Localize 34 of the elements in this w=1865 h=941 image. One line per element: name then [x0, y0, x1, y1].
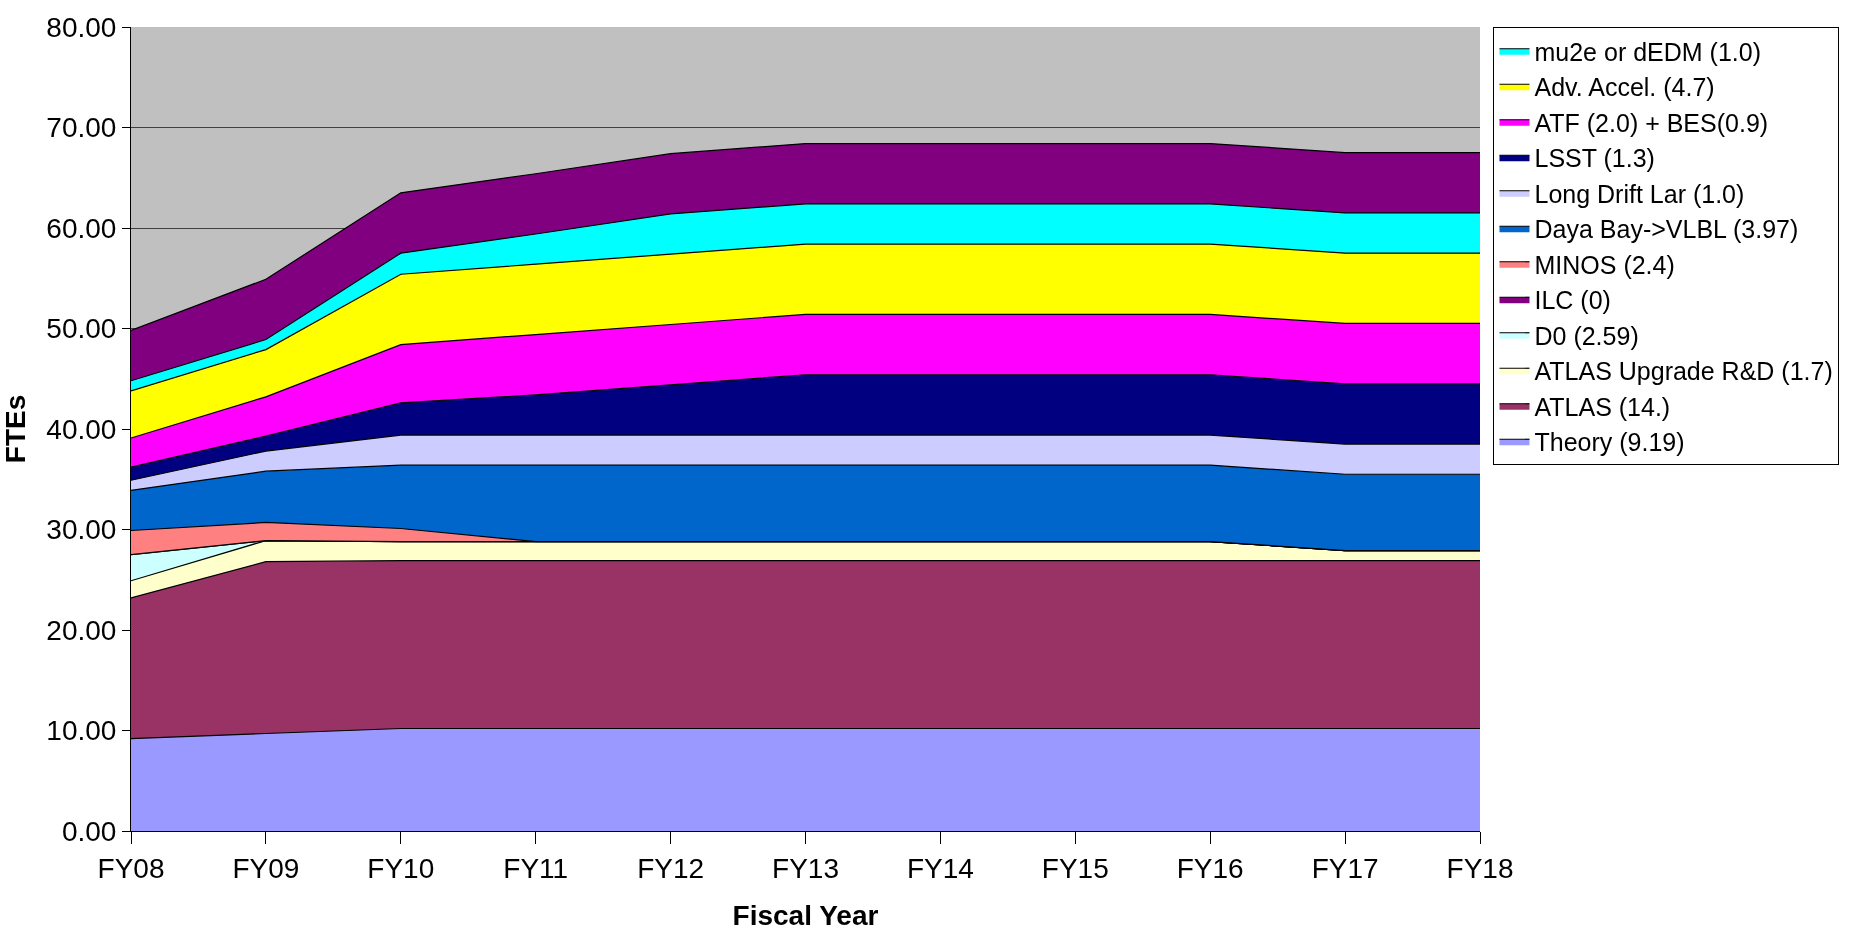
legend-label: LSST (1.3) — [1534, 144, 1655, 172]
x-tick-label: FY17 — [1311, 852, 1379, 884]
legend-label: ATLAS Upgrade R&D (1.7) — [1534, 357, 1833, 385]
legend-label: Daya Bay->VLBL (3.97) — [1534, 215, 1799, 243]
y-tick-label: 50.00 — [46, 313, 117, 345]
y-tick-label: 30.00 — [46, 514, 117, 546]
x-tick-label: FY18 — [1446, 852, 1514, 884]
x-tick-label: FY14 — [906, 852, 974, 884]
x-axis-title: Fiscal Year — [732, 899, 879, 931]
legend-label: ATF (2.0) + BES(0.9) — [1534, 108, 1769, 137]
legend-label: Long Drift Lar (1.0) — [1534, 179, 1745, 208]
legend-label: ATLAS (14.) — [1534, 392, 1671, 421]
x-tick-label: FY16 — [1176, 852, 1244, 884]
legend-label: Adv. Accel. (4.7) — [1534, 73, 1715, 101]
y-tick-label: 80.00 — [46, 11, 117, 43]
y-tick-label: 10.00 — [46, 715, 117, 747]
x-tick-label: FY15 — [1041, 852, 1109, 884]
legend-label: ILC (0) — [1534, 286, 1611, 314]
x-tick-label: FY08 — [97, 852, 165, 884]
y-tick-label: 60.00 — [46, 212, 117, 244]
y-tick-label: 70.00 — [46, 112, 117, 144]
x-tick-label: FY13 — [772, 852, 839, 884]
x-tick-label: FY09 — [232, 852, 300, 884]
y-tick-label: 20.00 — [46, 614, 117, 646]
y-tick-label: 40.00 — [46, 413, 117, 445]
legend-label: Theory (9.19) — [1534, 428, 1685, 456]
legend-label: D0 (2.59) — [1534, 321, 1639, 350]
x-tick-label: FY11 — [503, 852, 569, 884]
legend-label: mu2e or dEDM (1.0) — [1534, 37, 1761, 66]
x-tick-label: FY10 — [367, 852, 435, 884]
legend-label: MINOS (2.4) — [1534, 250, 1675, 279]
x-tick-label: FY12 — [637, 852, 705, 884]
y-tick-label: 0.00 — [61, 815, 117, 847]
y-axis-title: FTEs — [0, 394, 31, 464]
